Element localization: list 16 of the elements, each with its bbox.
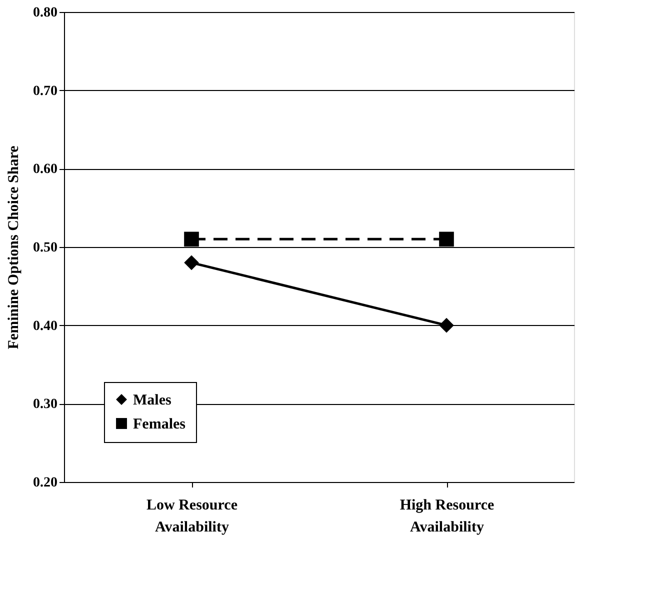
y-tick-label: 0.60 [33, 162, 58, 178]
legend-label: Males [133, 392, 172, 408]
point [439, 232, 454, 247]
point [184, 255, 199, 270]
y-tick-label: 0.50 [33, 240, 58, 256]
x-tick-label: Low Resource Availability [146, 498, 238, 536]
y-tick-label: 0.80 [33, 6, 58, 20]
y-tick-label: 0.30 [33, 397, 58, 412]
y-tick-label: 0.70 [33, 84, 58, 99]
y-tick-label: 0.40 [33, 318, 58, 334]
point [439, 318, 454, 333]
y-axis-title: Feminine Options Choice Share [6, 145, 22, 350]
point [184, 232, 199, 247]
x-tick-label: High Resource Availability [400, 498, 494, 536]
y-tick-label: 0.20 [33, 476, 58, 490]
legend-label: Females [133, 416, 186, 432]
